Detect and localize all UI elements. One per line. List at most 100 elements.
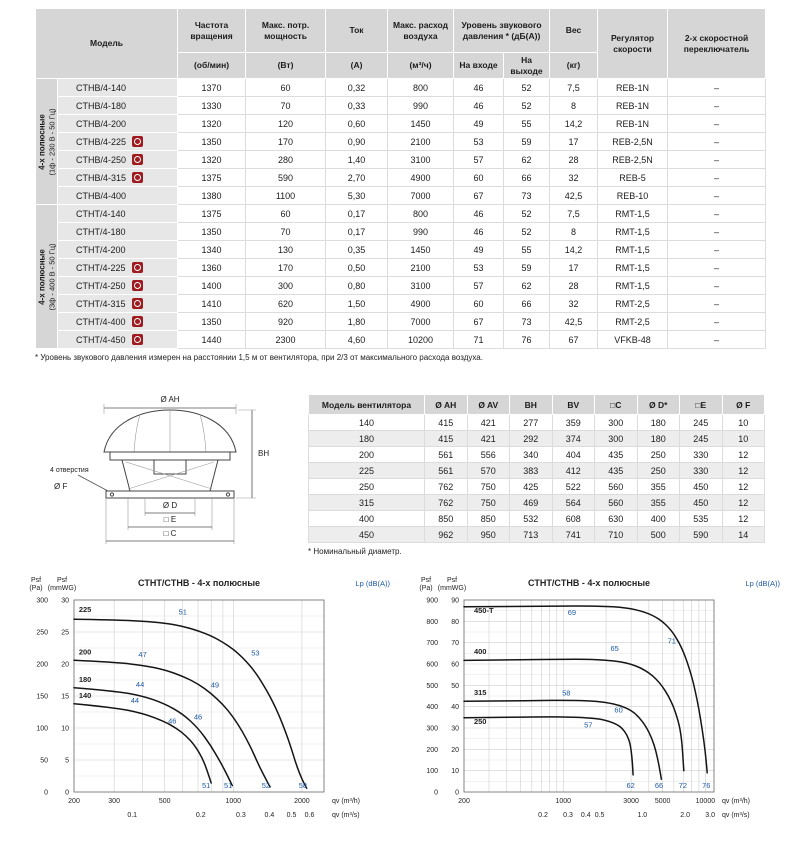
x-tick-h: 200 <box>458 798 470 805</box>
cell-current: 0,35 <box>325 240 389 260</box>
dim-col-header: □C <box>594 394 638 415</box>
dim-value: 500 <box>636 526 680 543</box>
chart-title: CTHT/CTHB - 4-х полюсные <box>528 578 650 588</box>
cell-airflow: 990 <box>387 96 455 116</box>
cell-weight: 42,5 <box>549 312 599 332</box>
dim-value: 532 <box>509 510 553 527</box>
cell-power: 170 <box>245 132 327 152</box>
lp-level-label: 49 <box>211 681 219 690</box>
cell-noise_out: 55 <box>503 114 551 134</box>
performance-charts-section: 0 0 50 5 100 10 150 15 200 20 250 25 300 30 Psf (Pa) Psf… <box>0 574 800 861</box>
lp-level-label: 71 <box>668 636 676 645</box>
curve-250 <box>463 716 634 776</box>
x-tick-h: 1000 <box>556 798 572 805</box>
model-cell: CTHB/4-315 <box>56 168 179 188</box>
spec-row: CTHT/4-180 1350 70 0,17 990 46 52 8 RMT-1,5– <box>36 222 767 242</box>
cell-noise_in: 67 <box>453 312 505 332</box>
cell-speed: 1370 <box>177 78 247 98</box>
y-tick-pa: 300 <box>36 598 48 605</box>
y-axis-mm-unit: (mmWG) <box>48 585 76 592</box>
cell-power: 60 <box>245 78 327 98</box>
cell-noise_out: 73 <box>503 312 551 332</box>
col-header-power: Макс. потр. мощность <box>245 8 327 53</box>
cross-brace <box>125 461 213 490</box>
model-name: CTHB/4-180 <box>76 100 127 111</box>
dim-value: 850 <box>424 510 468 527</box>
spec-row: CTHB/4-225 1350 170 0,90 2100 53 59 17 REB-2,5N – <box>36 132 767 152</box>
curve-400 <box>463 658 685 772</box>
cell-noise_in: 53 <box>453 258 505 278</box>
col-header-noise-in: На входе <box>453 51 505 80</box>
cell-regulator: REB-1N <box>597 78 669 98</box>
cell-switch: – <box>667 258 767 278</box>
col-header-switch: 2-х скоростной переключатель <box>667 7 767 80</box>
y-axis-pa-unit: (Pa) <box>419 585 432 592</box>
cell-current: 0,60 <box>325 114 389 134</box>
lp-level-label: 65 <box>611 644 619 653</box>
model-cell: CTHB/4-400 <box>56 186 179 206</box>
cell-noise_out: 55 <box>503 240 551 260</box>
dim-value: 425 <box>509 478 553 495</box>
dim-value: 762 <box>424 494 468 511</box>
model-name: CTHT/4-315 <box>76 298 126 309</box>
model-cell: CTHB/4-140 <box>56 78 179 98</box>
x-tick-s: 1.0 <box>637 812 647 819</box>
y-tick-mm: 70 <box>451 640 459 647</box>
cell-airflow: 4900 <box>387 294 455 314</box>
cell-switch: – <box>667 222 767 242</box>
cell-noise_out: 52 <box>503 96 551 116</box>
support-leg <box>209 459 219 492</box>
y-axis-mm-title: Psf <box>57 577 67 584</box>
dim-model: 400 <box>308 510 425 527</box>
cell-speed: 1320 <box>177 150 247 170</box>
dim-row: 315 762 750 469 564 560 355 450 12 <box>308 494 765 511</box>
dim-value: 450 <box>679 494 723 511</box>
cell-power: 300 <box>245 276 327 296</box>
chart-title: CTHT/CTHB - 4-х полюсные <box>138 578 260 588</box>
y-tick-mm: 25 <box>61 630 69 637</box>
lp-level-label: 46 <box>194 713 202 722</box>
dim-value: 400 <box>636 510 680 527</box>
model-name: CTHT/4-225 <box>76 262 126 273</box>
x-tick-h: 5000 <box>655 798 671 805</box>
cell-power: 70 <box>245 222 327 242</box>
cell-power: 280 <box>245 150 327 170</box>
cell-noise_in: 46 <box>453 96 505 116</box>
cell-switch: – <box>667 294 767 314</box>
x-tick-s: 0.6 <box>305 812 315 819</box>
dim-value: 435 <box>594 446 638 463</box>
y-tick-pa: 150 <box>36 694 48 701</box>
x-tick-h: 500 <box>159 798 171 805</box>
dim-col-header: Модель вентилятора <box>308 394 425 415</box>
y-tick-pa: 300 <box>426 726 438 733</box>
dim-value: 10 <box>721 414 765 431</box>
dim-value: 713 <box>509 526 553 543</box>
curve-225 <box>73 618 308 789</box>
dim-value: 560 <box>594 478 638 495</box>
dim-value: 12 <box>721 462 765 479</box>
cell-regulator: VFKB-48 <box>597 330 669 350</box>
dim-value: 355 <box>636 494 680 511</box>
cell-weight: 28 <box>549 276 599 296</box>
cell-regulator: RMT-1,5 <box>597 222 669 242</box>
model-cell: CTHB/4-200 <box>56 114 179 134</box>
dim-model: 225 <box>308 462 425 479</box>
cell-switch: – <box>667 330 767 350</box>
x-tick-s: 0.1 <box>127 812 137 819</box>
dim-model: 180 <box>308 430 425 447</box>
dim-value: 560 <box>594 494 638 511</box>
x-tick-s: 0.2 <box>196 812 206 819</box>
model-name: CTHT/4-250 <box>76 280 126 291</box>
lp-level-label: 47 <box>138 650 146 659</box>
series-label: 400 <box>474 647 487 656</box>
cell-switch: – <box>667 240 767 260</box>
cell-weight: 14,2 <box>549 114 599 134</box>
model-cell: CTHT/4-250 <box>56 276 179 296</box>
lp-end-label: 76 <box>702 781 710 790</box>
dim-value: 12 <box>721 446 765 463</box>
cell-weight: 8 <box>549 222 599 242</box>
dim-value: 850 <box>466 510 510 527</box>
y-axis-pa-unit: (Pa) <box>29 585 42 592</box>
efficiency-badge-icon <box>132 136 144 148</box>
cell-weight: 14,2 <box>549 240 599 260</box>
